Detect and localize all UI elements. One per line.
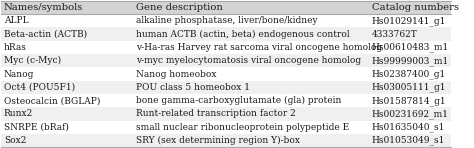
Text: Nanog: Nanog (4, 70, 34, 78)
Text: 4333762T: 4333762T (372, 29, 417, 38)
Text: Hs01053049_s1: Hs01053049_s1 (372, 136, 445, 145)
Bar (0, 121, 451, 134)
Text: Hs01029141_g1: Hs01029141_g1 (372, 16, 446, 26)
Text: alkaline phosphatase, liver/bone/kidney: alkaline phosphatase, liver/bone/kidney (136, 16, 318, 25)
Text: Osteocalcin (BGLAP): Osteocalcin (BGLAP) (4, 96, 100, 105)
Text: SNRPE (bRaf): SNRPE (bRaf) (4, 123, 69, 132)
Text: Sox2: Sox2 (4, 136, 26, 145)
Text: small nuclear ribonucleoprotein polypeptide E: small nuclear ribonucleoprotein polypept… (136, 123, 349, 132)
Bar (0, 81, 451, 94)
Text: hRas: hRas (4, 43, 27, 52)
Text: Hs99999003_m1: Hs99999003_m1 (372, 56, 449, 66)
Text: Catalog numbers: Catalog numbers (372, 3, 458, 12)
Text: Hs00231692_m1: Hs00231692_m1 (372, 109, 448, 119)
Text: bone gamma-carboxyglutamate (gla) protein: bone gamma-carboxyglutamate (gla) protei… (136, 96, 341, 105)
Text: Myc (c-Myc): Myc (c-Myc) (4, 56, 61, 65)
Bar (0, 94, 451, 107)
Text: Hs03005111_g1: Hs03005111_g1 (372, 82, 446, 92)
Bar (0, 134, 451, 147)
Text: Nanog homeobox: Nanog homeobox (136, 70, 217, 78)
Text: Oct4 (POU5F1): Oct4 (POU5F1) (4, 83, 75, 92)
Bar (0, 54, 451, 67)
Bar (0, 27, 451, 41)
Text: Hs00610483_m1: Hs00610483_m1 (372, 42, 449, 52)
Bar (0, 107, 451, 121)
Bar (0, 41, 451, 54)
Bar (0, 1, 451, 14)
Text: Hs02387400_g1: Hs02387400_g1 (372, 69, 446, 79)
Text: Runx2: Runx2 (4, 110, 33, 119)
Text: Beta-actin (ACTB): Beta-actin (ACTB) (4, 29, 87, 38)
Text: POU class 5 homeobox 1: POU class 5 homeobox 1 (136, 83, 250, 92)
Text: ALPL: ALPL (4, 16, 28, 25)
Text: Gene description: Gene description (136, 3, 223, 12)
Text: Names/symbols: Names/symbols (4, 3, 83, 12)
Text: SRY (sex determining region Y)-box: SRY (sex determining region Y)-box (136, 136, 300, 145)
Bar (0, 14, 451, 27)
Bar (0, 67, 451, 81)
Text: Runt-related transcription factor 2: Runt-related transcription factor 2 (136, 110, 296, 119)
Text: Hs01587814_g1: Hs01587814_g1 (372, 96, 446, 106)
Text: v-Ha-ras Harvey rat sarcoma viral oncogene homolog: v-Ha-ras Harvey rat sarcoma viral oncoge… (136, 43, 382, 52)
Text: human ACTB (actin, beta) endogenous control: human ACTB (actin, beta) endogenous cont… (136, 29, 349, 39)
Text: Hs01635040_s1: Hs01635040_s1 (372, 122, 445, 132)
Text: v-myc myelocytomatosis viral oncogene homolog: v-myc myelocytomatosis viral oncogene ho… (136, 56, 361, 65)
